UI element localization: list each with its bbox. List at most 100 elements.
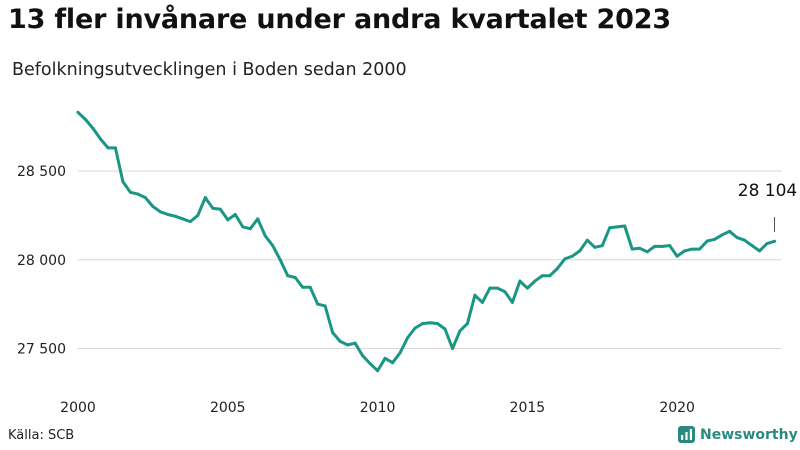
- series-layer: [76, 110, 777, 373]
- data-point: [743, 238, 747, 242]
- y-tick-label: 28 000: [17, 253, 66, 269]
- data-point: [458, 329, 462, 333]
- data-point: [645, 250, 649, 254]
- data-point: [256, 217, 260, 221]
- data-point: [91, 126, 95, 130]
- series-line: [76, 110, 776, 373]
- data-point: [630, 247, 634, 251]
- data-point: [421, 322, 425, 326]
- data-point: [428, 321, 432, 325]
- data-point: [653, 244, 657, 248]
- x-tick-label: 2000: [60, 400, 96, 416]
- data-point: [555, 267, 559, 271]
- data-point: [316, 302, 320, 306]
- data-point: [450, 347, 454, 350]
- data-point: [623, 224, 627, 228]
- data-point: [188, 220, 192, 224]
- data-point: [151, 205, 155, 208]
- data-point: [203, 196, 207, 200]
- data-point: [278, 258, 282, 262]
- data-point: [383, 356, 387, 360]
- data-point: [660, 244, 664, 248]
- data-point: [525, 286, 529, 290]
- data-point: [308, 285, 312, 289]
- data-point: [218, 207, 222, 211]
- data-point: [510, 300, 514, 304]
- data-point: [503, 290, 507, 294]
- gridlines: [78, 170, 782, 349]
- data-point: [368, 362, 372, 366]
- data-point: [638, 246, 642, 250]
- data-point: [323, 304, 327, 308]
- data-point: [361, 354, 365, 358]
- data-point: [226, 218, 230, 222]
- data-point: [548, 274, 552, 278]
- data-point: [750, 244, 754, 248]
- data-point: [413, 326, 417, 330]
- data-point: [773, 239, 777, 243]
- data-point: [473, 293, 477, 297]
- data-point: [353, 341, 357, 345]
- data-point: [106, 146, 110, 150]
- data-point: [683, 249, 687, 253]
- data-point: [540, 274, 544, 278]
- data-point: [121, 180, 125, 184]
- data-point: [173, 214, 177, 218]
- x-tick-label: 2020: [659, 400, 695, 416]
- data-point: [668, 244, 672, 248]
- data-point: [136, 192, 140, 196]
- data-point: [593, 245, 597, 249]
- newsworthy-logo-icon: [678, 426, 695, 443]
- x-tick-label: 2010: [360, 400, 396, 416]
- data-point: [263, 234, 267, 238]
- data-point: [585, 238, 589, 242]
- data-point: [248, 227, 252, 231]
- data-point: [465, 322, 469, 326]
- data-point: [158, 210, 162, 214]
- data-point: [338, 339, 342, 343]
- data-point: [166, 212, 170, 216]
- data-point: [301, 285, 305, 289]
- data-point: [346, 343, 350, 347]
- data-point: [675, 254, 679, 258]
- data-point: [615, 225, 619, 229]
- data-point: [233, 212, 237, 216]
- data-point: [376, 369, 380, 373]
- data-point: [705, 239, 709, 243]
- source-note: Källa: SCB: [8, 428, 75, 443]
- data-point: [488, 286, 492, 290]
- x-tick-label: 2005: [210, 400, 246, 416]
- data-point: [435, 322, 439, 326]
- x-axis-ticks: 2000 2005 2010 2015 2020: [60, 400, 695, 416]
- data-point: [495, 286, 499, 290]
- data-point: [76, 110, 80, 114]
- data-point: [128, 190, 132, 194]
- data-point: [570, 254, 574, 258]
- data-point: [211, 206, 215, 210]
- data-point: [196, 213, 200, 217]
- y-tick-label: 27 500: [17, 342, 66, 358]
- data-point: [713, 237, 717, 241]
- data-point: [758, 249, 762, 253]
- annotation-layer: 28 104: [738, 181, 797, 232]
- chart-subtitle: Befolkningsutvecklingen i Boden sedan 20…: [12, 60, 407, 80]
- y-tick-label: 28 500: [17, 164, 66, 180]
- x-tick-label: 2015: [510, 400, 546, 416]
- data-point: [286, 274, 290, 278]
- data-point: [600, 244, 604, 248]
- data-point: [480, 300, 484, 304]
- data-point: [728, 229, 732, 233]
- data-point: [181, 217, 185, 221]
- data-point: [518, 279, 522, 283]
- brand-logo[interactable]: Newsworthy: [678, 426, 798, 443]
- data-point: [578, 249, 582, 253]
- data-point: [98, 137, 102, 141]
- chart-title: 13 fler invånare under andra kvartalet 2…: [8, 4, 671, 35]
- data-point: [391, 361, 395, 365]
- data-point: [443, 327, 447, 331]
- data-point: [113, 146, 117, 150]
- data-point: [720, 233, 724, 237]
- data-point: [143, 196, 147, 200]
- data-point: [735, 236, 739, 240]
